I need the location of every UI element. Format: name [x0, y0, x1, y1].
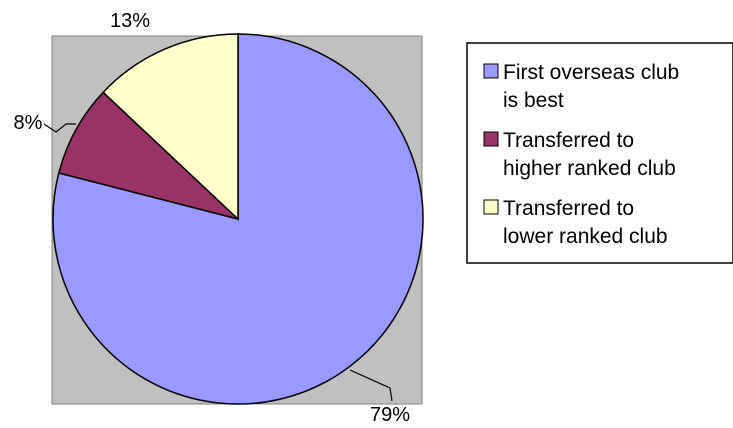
legend-label-first-overseas-line1: First overseas club	[503, 61, 679, 84]
slice-label-1: 79%	[370, 404, 410, 426]
legend-label-first-overseas-line2: is best	[503, 89, 564, 112]
pie-slice-2	[57, 91, 239, 220]
slice-label-3: 13%	[110, 10, 150, 32]
leader-line-2	[43, 123, 76, 133]
legend-label-lower-ranked-line1: Transferred to	[503, 197, 634, 220]
pie-slice-3	[102, 33, 239, 221]
legend-label-higher-ranked-line2: higher ranked club	[503, 157, 676, 180]
legend-label-lower-ranked-line2: lower ranked club	[503, 225, 668, 248]
legend: First overseas club is best Transferred …	[466, 42, 733, 264]
leader-lines	[43, 123, 393, 402]
slice-label-2: 8%	[14, 112, 43, 134]
legend-box	[466, 42, 733, 264]
pie-slices	[52, 33, 424, 405]
legend-swatch-higher-ranked	[483, 131, 499, 147]
legend-swatch-first-overseas	[483, 63, 499, 79]
legend-label-higher-ranked-line1: Transferred to	[503, 129, 634, 152]
leader-line-1	[349, 369, 393, 402]
legend-swatch-lower-ranked	[483, 199, 499, 215]
slice-labels: 79% 8% 13%	[14, 10, 411, 426]
